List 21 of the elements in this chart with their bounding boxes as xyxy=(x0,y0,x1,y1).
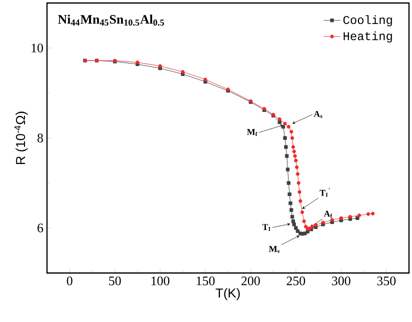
legend-label: Heating xyxy=(344,31,392,43)
annotation: M$_{s}$ xyxy=(268,246,280,253)
annotation: M$_{f}$ xyxy=(247,129,258,136)
y-axis-title: R (10$^{-4}$Ω) xyxy=(14,112,28,164)
x-tick-label: 300 xyxy=(332,276,350,286)
x-tick-label: 200 xyxy=(241,276,260,286)
x-tick-label: 0 xyxy=(66,276,72,286)
x-tick-label: 150 xyxy=(196,276,215,286)
annotation: A$_{s}$ xyxy=(314,111,322,118)
y-tick-label: 8 xyxy=(38,134,43,142)
y-tick-label: 10 xyxy=(32,44,43,52)
annotation: T$_{I}$ xyxy=(262,224,270,231)
annotation: A$_{f}$ xyxy=(324,210,332,218)
x-axis-title: T(K) xyxy=(216,288,240,300)
x-tick-label: 50 xyxy=(109,276,121,286)
x-tick-label: 100 xyxy=(152,276,170,286)
legend-label: Cooling xyxy=(343,15,392,26)
y-tick-label: 6 xyxy=(38,224,44,232)
x-tick-label: 350 xyxy=(377,276,396,286)
x-tick-label: 250 xyxy=(286,276,306,286)
chart-title: Ni$_{44}$Mn$_{45}$Sn$_{10.5}$Al$_{0.5}$ xyxy=(58,14,164,26)
